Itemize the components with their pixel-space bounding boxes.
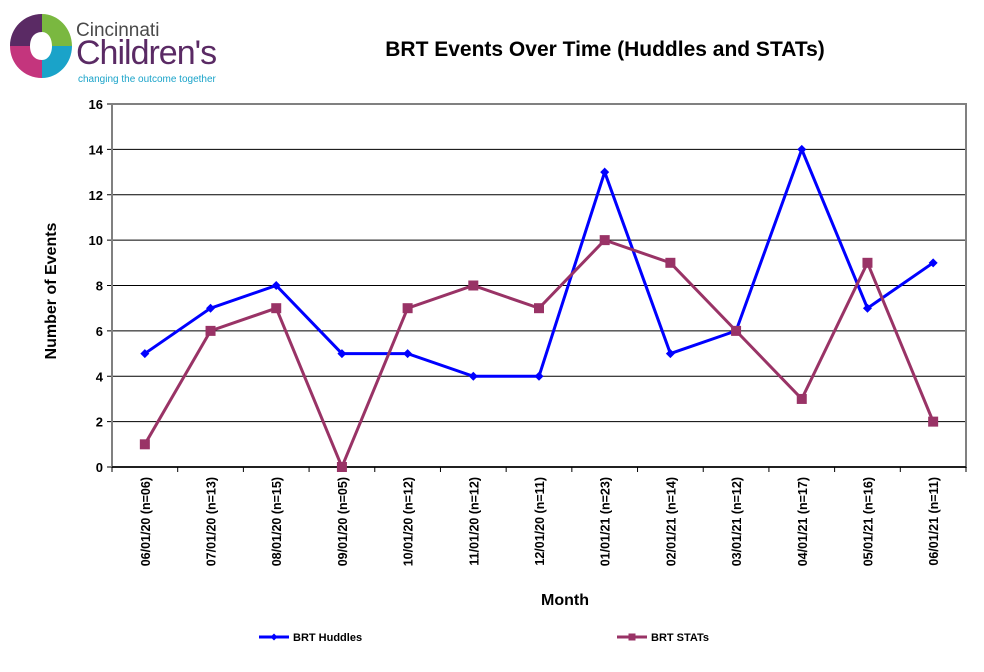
y-tick-label: 16: [89, 97, 103, 112]
x-tick-label: 03/01/21 (n=12): [730, 477, 744, 566]
x-tick-label: 08/01/20 (n=15): [270, 477, 284, 566]
data-point-huddles: [271, 281, 281, 290]
data-point-huddles: [600, 167, 610, 177]
data-point-huddles: [206, 303, 216, 313]
legend-label-huddles: BRT Huddles: [293, 632, 362, 644]
chart-title: BRT Events Over Time (Huddles and STATs): [385, 38, 825, 61]
x-tick-label: 06/01/20 (n=06): [139, 477, 153, 566]
legend-marker-huddles: [270, 633, 278, 641]
y-tick-label: 10: [89, 233, 103, 248]
data-point-stats: [862, 257, 873, 268]
data-point-huddles: [140, 349, 150, 359]
data-point-huddles: [534, 371, 544, 381]
data-point-huddles: [797, 144, 807, 154]
data-point-stats: [402, 303, 413, 314]
data-point-stats: [731, 325, 742, 336]
data-point-stats: [139, 439, 150, 450]
data-point-stats: [336, 462, 347, 472]
legend-label-stats: BRT STATs: [651, 632, 709, 644]
series-line-stats: [143, 238, 935, 471]
data-point-huddles: [403, 349, 413, 359]
data-point-stats: [599, 235, 610, 246]
y-tick-label: 6: [96, 324, 103, 339]
x-axis-title: Month: [541, 592, 589, 609]
data-point-stats: [271, 303, 282, 314]
x-tick-label: 07/01/20 (n=13): [205, 477, 219, 566]
y-tick-label: 12: [89, 188, 103, 203]
data-point-stats: [928, 416, 939, 427]
x-tick-label: 12/01/20 (n=11): [533, 477, 547, 566]
data-point-huddles: [665, 349, 675, 359]
data-point-stats: [665, 257, 676, 268]
x-tick-label: 04/01/21 (n=17): [796, 477, 810, 566]
logo-line2: Children's: [76, 34, 217, 72]
data-point-huddles: [337, 349, 347, 359]
y-tick-label: 4: [96, 369, 104, 384]
data-point-huddles: [862, 303, 872, 313]
logo-tagline: changing the outcome together: [78, 74, 216, 85]
y-tick-label: 8: [96, 279, 103, 294]
data-point-huddles: [928, 258, 938, 268]
data-point-stats: [468, 280, 479, 291]
logo-icon: [10, 14, 72, 78]
x-tick-label: 02/01/21 (n=14): [664, 477, 678, 566]
x-tick-label: 11/01/20 (n=12): [467, 477, 481, 566]
legend-marker-stats: [628, 633, 636, 641]
data-point-huddles: [468, 371, 478, 381]
logo-line1: Cincinnati: [76, 20, 160, 41]
data-point-stats: [205, 325, 216, 336]
y-axis-title: Number of Events: [43, 222, 60, 359]
x-tick-label: 10/01/20 (n=12): [402, 477, 416, 566]
x-tick-label: 01/01/21 (n=23): [599, 477, 613, 566]
y-tick-label: 0: [96, 460, 103, 475]
data-point-stats: [534, 303, 544, 314]
y-tick-label: 2: [96, 415, 103, 430]
y-tick-label: 14: [89, 142, 104, 157]
x-tick-label: 06/01/21 (n=11): [927, 477, 941, 566]
data-point-stats: [796, 393, 807, 404]
x-tick-label: 09/01/20 (n=05): [336, 477, 350, 566]
x-tick-label: 05/01/21 (n=16): [861, 477, 875, 566]
series-line-huddles: [143, 145, 935, 378]
